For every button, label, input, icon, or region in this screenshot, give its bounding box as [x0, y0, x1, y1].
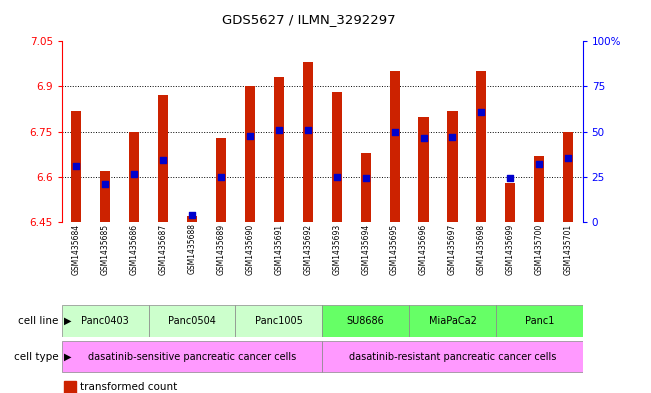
Text: Panc0403: Panc0403: [81, 316, 129, 326]
Text: Panc1: Panc1: [525, 316, 554, 326]
Text: cell type: cell type: [14, 352, 59, 362]
Point: [447, 134, 458, 140]
Point: [158, 157, 169, 163]
Bar: [129, 132, 139, 222]
Text: transformed count: transformed count: [80, 382, 177, 392]
Point: [71, 163, 81, 169]
Point: [303, 127, 313, 133]
Point: [331, 174, 342, 180]
Point: [129, 171, 139, 177]
Text: Panc1005: Panc1005: [255, 316, 303, 326]
Point: [245, 133, 255, 140]
Bar: [158, 95, 168, 222]
Point: [100, 181, 111, 187]
Point: [273, 127, 284, 133]
Point: [215, 174, 226, 180]
Bar: [477, 72, 486, 222]
Bar: [236, 305, 322, 336]
Point: [389, 129, 400, 136]
Bar: [563, 132, 574, 222]
Bar: [534, 156, 544, 222]
Point: [361, 174, 371, 181]
Text: GDS5627 / ILMN_3292297: GDS5627 / ILMN_3292297: [223, 13, 396, 26]
Bar: [64, 381, 76, 393]
Bar: [361, 153, 370, 222]
Text: dasatinib-sensitive pancreatic cancer cells: dasatinib-sensitive pancreatic cancer ce…: [88, 352, 296, 362]
Text: ▶: ▶: [64, 316, 72, 326]
Point: [187, 212, 197, 218]
Bar: [148, 305, 236, 336]
Text: ▶: ▶: [64, 352, 72, 362]
Bar: [100, 171, 110, 222]
Bar: [187, 216, 197, 222]
Bar: [322, 341, 583, 372]
Bar: [409, 305, 496, 336]
Point: [419, 134, 429, 141]
Bar: [496, 305, 583, 336]
Point: [563, 155, 574, 161]
Text: SU8686: SU8686: [347, 316, 385, 326]
Bar: [216, 138, 226, 222]
Text: Panc0504: Panc0504: [168, 316, 216, 326]
Bar: [419, 117, 428, 222]
Bar: [389, 72, 400, 222]
Bar: [322, 305, 409, 336]
Text: dasatinib-resistant pancreatic cancer cells: dasatinib-resistant pancreatic cancer ce…: [349, 352, 556, 362]
Point: [534, 161, 544, 167]
Text: MiaPaCa2: MiaPaCa2: [428, 316, 477, 326]
Bar: [447, 110, 458, 222]
Point: [505, 175, 516, 182]
Bar: [245, 86, 255, 222]
Point: [476, 109, 486, 115]
Bar: [62, 305, 148, 336]
Text: cell line: cell line: [18, 316, 59, 326]
Bar: [71, 110, 81, 222]
Bar: [62, 341, 322, 372]
Bar: [505, 183, 516, 222]
Bar: [303, 62, 313, 222]
Bar: [331, 92, 342, 222]
Bar: [274, 77, 284, 222]
